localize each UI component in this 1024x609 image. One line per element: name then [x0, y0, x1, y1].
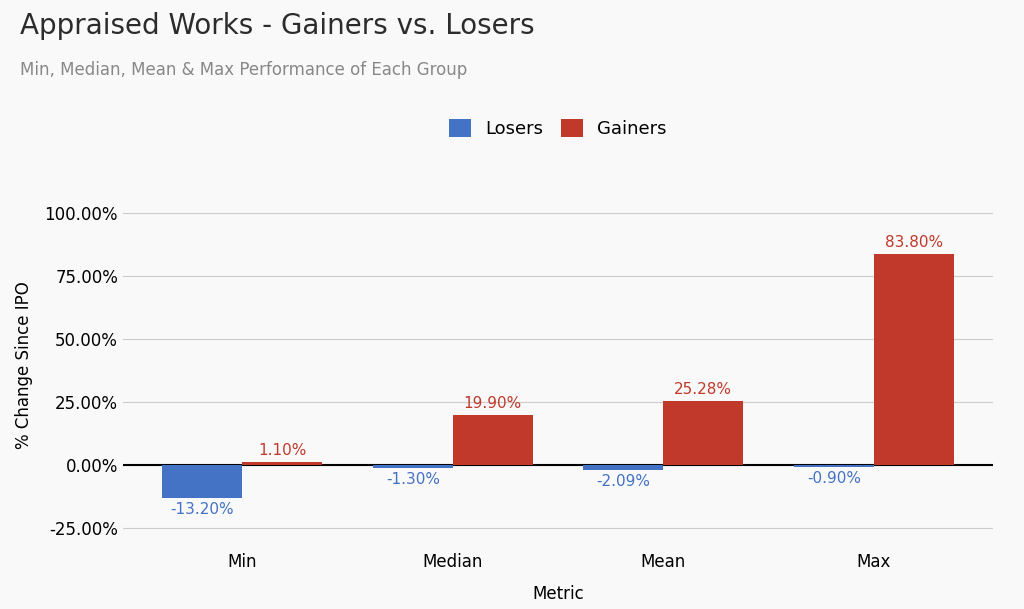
- Text: -13.20%: -13.20%: [171, 502, 234, 517]
- Bar: [373, 465, 453, 468]
- Text: Min, Median, Mean & Max Performance of Each Group: Min, Median, Mean & Max Performance of E…: [20, 61, 468, 79]
- X-axis label: Metric: Metric: [532, 585, 584, 603]
- Bar: [163, 465, 243, 498]
- Text: 83.80%: 83.80%: [885, 235, 943, 250]
- Text: 19.90%: 19.90%: [464, 396, 522, 411]
- Legend: Losers, Gainers: Losers, Gainers: [442, 111, 674, 145]
- Bar: [664, 401, 743, 465]
- Text: 1.10%: 1.10%: [258, 443, 306, 459]
- Bar: [243, 462, 323, 465]
- Text: -2.09%: -2.09%: [596, 474, 650, 489]
- Bar: [873, 254, 953, 465]
- Bar: [794, 465, 873, 467]
- Y-axis label: % Change Since IPO: % Change Since IPO: [15, 281, 34, 449]
- Text: -1.30%: -1.30%: [386, 472, 440, 487]
- Bar: [584, 465, 664, 470]
- Text: 25.28%: 25.28%: [674, 382, 732, 398]
- Text: -0.90%: -0.90%: [807, 471, 861, 486]
- Bar: [453, 415, 532, 465]
- Text: Appraised Works - Gainers vs. Losers: Appraised Works - Gainers vs. Losers: [20, 12, 536, 40]
